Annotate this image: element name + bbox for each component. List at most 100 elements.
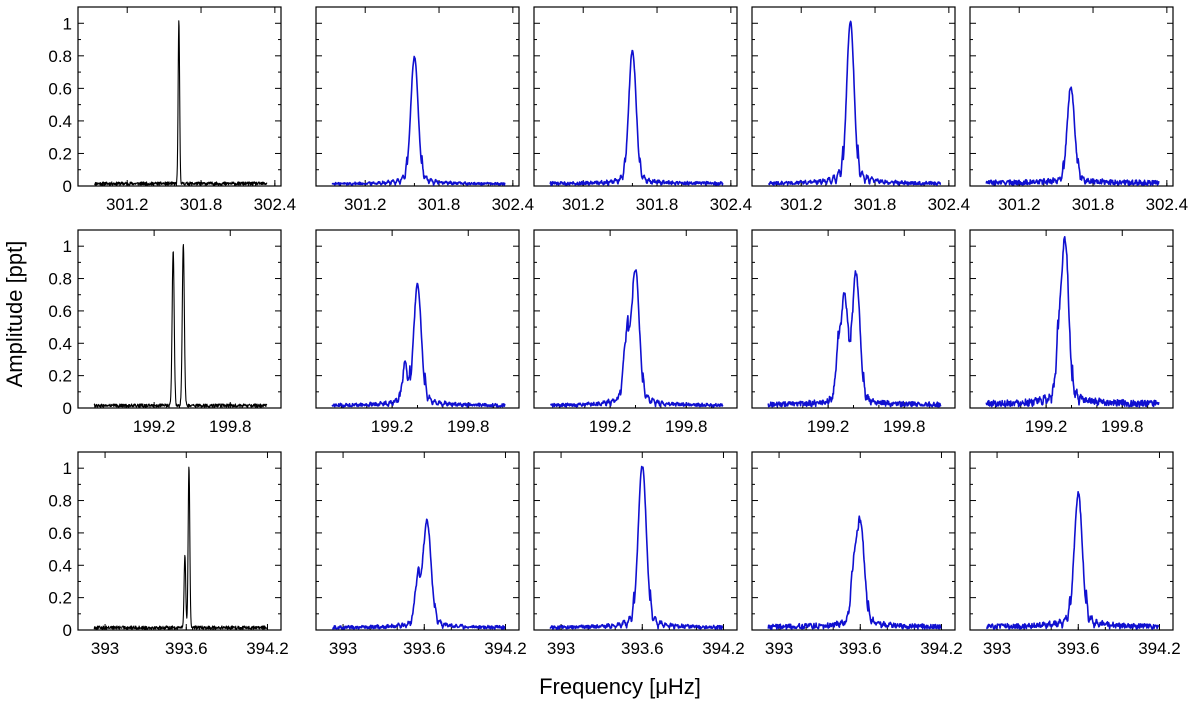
panel-frame	[751, 229, 956, 409]
panel-r2-c1: 0 0.2 0.4 0.6 0.8 1 199.2 199.8	[48, 229, 282, 436]
panel-r3-c5: 393 393.6 394.2	[969, 451, 1181, 658]
x-tick-label: 393	[329, 639, 357, 658]
panel-r2-c4: 199.2 199.8	[751, 229, 956, 436]
x-tick-label: 301.2	[106, 195, 149, 214]
x-tick-label: 199.2	[807, 417, 850, 436]
model-spectrum-line	[767, 515, 942, 630]
x-tick-label: 394.2	[484, 639, 527, 658]
y-tick-label: 0.8	[48, 270, 72, 289]
y-tick-label: 0	[63, 621, 72, 640]
x-tick-label: 199.2	[1025, 417, 1068, 436]
y-tick-label: 0	[63, 399, 72, 418]
panel-frame	[969, 6, 1174, 187]
y-axis-label: Amplitude [ppt]	[2, 241, 27, 388]
panel-frame	[969, 451, 1174, 631]
model-spectrum-line	[331, 518, 506, 630]
panel-frame	[533, 229, 738, 409]
panel-frame	[533, 451, 738, 631]
observed-spectrum-line	[93, 20, 268, 186]
panel-r1-c4: 301.2 301.8 302.4	[751, 6, 971, 214]
panel-r3-c1: 0 0.2 0.4 0.6 0.8 1 393 393.6 394.2	[48, 451, 289, 658]
x-tick-label: 199.2	[589, 417, 632, 436]
observed-spectrum-line	[93, 244, 268, 408]
panel-frame	[969, 229, 1174, 409]
panel-r2-c2: 199.2 199.8	[315, 229, 520, 436]
model-spectrum-line	[549, 465, 724, 630]
y-tick-label: 1	[63, 459, 72, 478]
x-tick-label: 301.8	[854, 195, 897, 214]
x-tick-label: 302.4	[1146, 195, 1189, 214]
observed-spectrum-line	[93, 466, 268, 630]
x-tick-label: 302.4	[492, 195, 535, 214]
y-tick-label: 0	[63, 177, 72, 196]
panel-r3-c3: 393 393.6 394.2	[533, 451, 745, 658]
panel-frame	[751, 6, 956, 187]
x-tick-label: 199.8	[209, 417, 252, 436]
y-tick-label: 0.8	[48, 492, 72, 511]
x-tick-label: 394.2	[246, 639, 289, 658]
panel-frame	[315, 6, 520, 187]
panel-frame	[315, 229, 520, 409]
x-tick-label: 393.6	[403, 639, 446, 658]
y-tick-label: 0.6	[48, 79, 72, 98]
y-tick-label: 0.2	[48, 144, 72, 163]
x-tick-label: 199.8	[1101, 417, 1144, 436]
model-spectrum-line	[549, 49, 724, 186]
panel-frame	[77, 6, 282, 187]
model-spectrum-line	[767, 270, 942, 408]
x-tick-label: 393.6	[621, 639, 664, 658]
panel-r2-c5: 199.2 199.8	[969, 229, 1174, 436]
x-tick-label: 393	[765, 639, 793, 658]
y-tick-label: 1	[63, 237, 72, 256]
panel-frame	[751, 451, 956, 631]
x-tick-label: 301.8	[180, 195, 223, 214]
x-tick-label: 199.8	[447, 417, 490, 436]
x-tick-label: 301.8	[1072, 195, 1115, 214]
panel-frame	[77, 451, 282, 631]
x-tick-label: 302.4	[928, 195, 971, 214]
panel-frame	[533, 6, 738, 187]
x-tick-label: 199.2	[133, 417, 176, 436]
y-tick-label: 0.4	[48, 334, 72, 353]
model-spectrum-line	[331, 55, 506, 186]
x-tick-label: 301.2	[344, 195, 387, 214]
model-spectrum-line	[985, 236, 1160, 408]
x-tick-label: 199.2	[371, 417, 414, 436]
panel-frame	[77, 229, 282, 409]
x-tick-label: 301.2	[780, 195, 823, 214]
x-tick-label: 393	[547, 639, 575, 658]
x-tick-label: 393.6	[839, 639, 882, 658]
panel-r1-c2: 301.2 301.8 302.4	[315, 6, 535, 214]
y-tick-label: 0.4	[48, 112, 72, 131]
panel-r3-c4: 393 393.6 394.2	[751, 451, 963, 658]
panel-frame	[315, 451, 520, 631]
x-tick-label: 301.2	[998, 195, 1041, 214]
y-tick-label: 0.6	[48, 302, 72, 321]
x-tick-label: 393.6	[165, 639, 208, 658]
panel-r1-c5: 301.2 301.8 302.4	[969, 6, 1189, 214]
x-tick-label: 394.2	[1138, 639, 1181, 658]
x-tick-label: 301.8	[636, 195, 679, 214]
x-tick-label: 199.8	[883, 417, 926, 436]
y-tick-label: 0.4	[48, 556, 72, 575]
model-spectrum-line	[331, 282, 506, 408]
model-spectrum-line	[985, 86, 1160, 186]
x-tick-label: 199.8	[665, 417, 708, 436]
y-tick-label: 0.2	[48, 589, 72, 608]
x-tick-label: 394.2	[920, 639, 963, 658]
y-tick-label: 0.2	[48, 367, 72, 386]
x-tick-label: 393	[91, 639, 119, 658]
y-tick-label: 0.8	[48, 47, 72, 66]
model-spectrum-line	[767, 20, 942, 186]
x-tick-label: 394.2	[702, 639, 745, 658]
panel-r1-c1: 0 0.2 0.4 0.6 0.8 1 301.2 301.8 302.4	[48, 6, 297, 214]
x-tick-label: 301.8	[418, 195, 461, 214]
panel-r2-c3: 199.2 199.8	[533, 229, 738, 436]
x-axis-label: Frequency [μHz]	[539, 674, 701, 699]
x-tick-label: 302.4	[254, 195, 297, 214]
x-tick-label: 301.2	[562, 195, 605, 214]
model-spectrum-line	[549, 269, 724, 408]
x-tick-label: 393.6	[1057, 639, 1100, 658]
y-tick-label: 0.6	[48, 524, 72, 543]
